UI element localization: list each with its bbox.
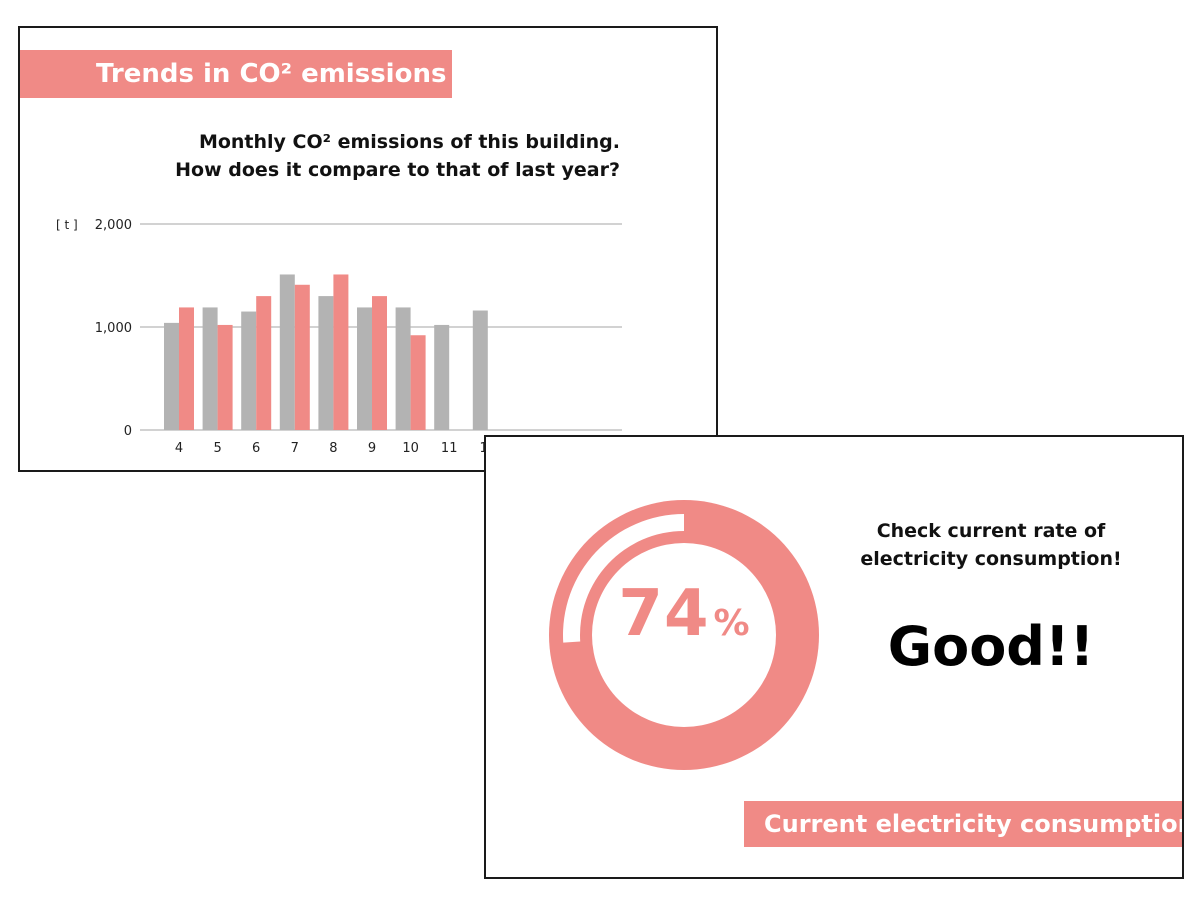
- bar-series1-7: [279, 274, 295, 430]
- consumption-status: Good!!: [887, 615, 1095, 678]
- gauge-readout: 74%: [556, 577, 812, 651]
- bar-series1-9: [357, 307, 372, 430]
- x-tick-label-9: 9: [368, 441, 376, 456]
- bar-series2-9: [372, 296, 387, 430]
- electricity-panel: 74% Check current rate of electricity co…: [484, 435, 1184, 879]
- bar-series2-7: [294, 284, 310, 430]
- current-consumption-banner: Current electricity consumption: [744, 801, 1182, 847]
- bar-series1-12: [472, 310, 488, 430]
- gauge-percent-unit: %: [713, 603, 750, 644]
- y-tick-label-0: 0: [124, 424, 132, 439]
- x-tick-label-7: 7: [291, 441, 299, 456]
- co2-question: Monthly CO² emissions of this building. …: [170, 128, 620, 184]
- bar-series1-5: [202, 307, 218, 430]
- x-tick-label-8: 8: [329, 441, 337, 456]
- y-tick-label-1: 1,000: [95, 321, 132, 336]
- bar-series2-4: [179, 307, 194, 430]
- gauge-center: [592, 543, 776, 727]
- gauge-remaining-arc: [563, 514, 684, 643]
- y-unit-label: [ t ]: [56, 218, 78, 232]
- co2-trends-panel: Trends in CO² emissions Monthly CO² emis…: [18, 26, 718, 472]
- x-tick-label-5: 5: [213, 441, 221, 456]
- bar-series1-11: [434, 324, 450, 430]
- bar-series2-10: [410, 335, 426, 430]
- bar-series1-8: [318, 296, 334, 430]
- x-tick-label-4: 4: [175, 441, 183, 456]
- bar-series1-4: [164, 322, 179, 430]
- check-rate-line-1: Check current rate of: [876, 520, 1106, 542]
- bar-series1-10: [395, 307, 411, 430]
- x-tick-label-10: 10: [402, 441, 419, 456]
- electricity-gauge: [549, 500, 819, 770]
- bar-series2-5: [217, 324, 233, 430]
- check-rate-prompt: Check current rate of electricity consum…: [846, 517, 1136, 573]
- co2-question-line-1: Monthly CO² emissions of this building.: [198, 131, 620, 153]
- bar-series2-6: [256, 296, 272, 430]
- x-tick-label-11: 11: [441, 441, 458, 456]
- gauge-percent-value: 74: [618, 577, 710, 651]
- bar-series1-6: [241, 311, 257, 430]
- check-rate-line-2: electricity consumption!: [860, 548, 1122, 570]
- bar-series2-8: [333, 274, 349, 430]
- y-tick-label-2: 2,000: [95, 218, 132, 233]
- co2-question-line-2: How does it compare to that of last year…: [175, 159, 620, 181]
- co2-trends-title: Trends in CO² emissions: [20, 50, 452, 98]
- x-tick-label-6: 6: [252, 441, 260, 456]
